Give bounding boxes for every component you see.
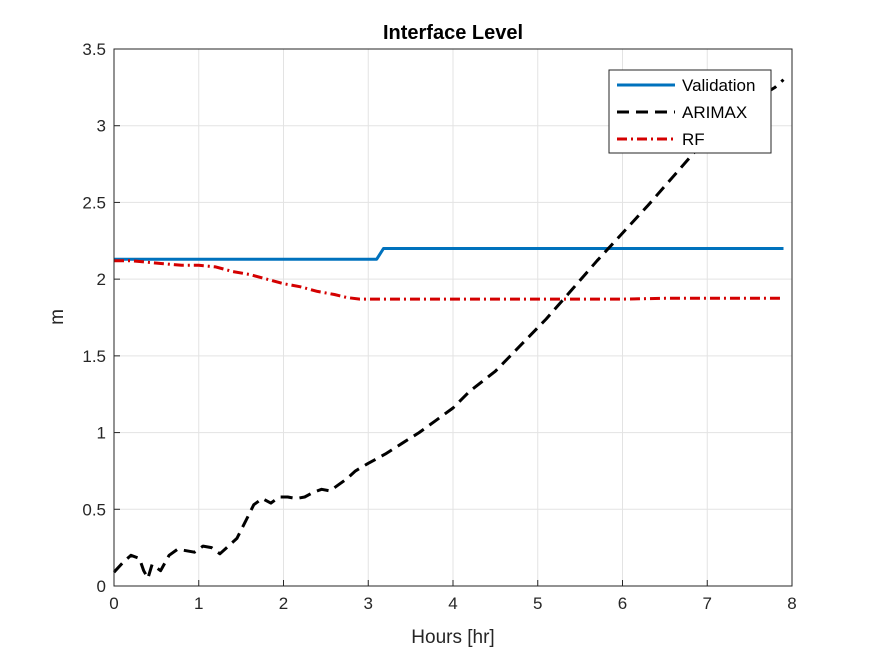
x-tick-label: 5 xyxy=(533,594,542,613)
x-tick-label: 2 xyxy=(279,594,288,613)
y-tick-label: 1 xyxy=(97,424,106,443)
chart-title: Interface Level xyxy=(383,22,523,44)
series-line-rf xyxy=(114,259,784,301)
y-axis-label: m xyxy=(47,309,68,325)
y-tick-label: 2 xyxy=(97,270,106,289)
x-tick-label: 3 xyxy=(364,594,373,613)
legend-entry-label: RF xyxy=(682,130,705,149)
x-tick-label: 1 xyxy=(194,594,203,613)
y-tick-label: 0 xyxy=(97,577,106,596)
legend-entry-label: Validation xyxy=(682,76,755,95)
legend: Validation ARIMAX RF xyxy=(608,69,772,154)
series-line-validation xyxy=(114,247,784,261)
y-tick-label: 1.5 xyxy=(82,347,106,366)
x-tick-label: 4 xyxy=(448,594,457,613)
x-tick-label: 6 xyxy=(618,594,627,613)
series-line-arimax xyxy=(112,78,785,580)
x-tick-label: 0 xyxy=(109,594,118,613)
x-tick-label: 8 xyxy=(787,594,796,613)
legend-entry-label: ARIMAX xyxy=(682,103,747,122)
series-layer xyxy=(112,78,785,580)
x-axis-label: Hours [hr] xyxy=(411,627,494,648)
y-tick-label: 3 xyxy=(97,117,106,136)
y-tick-label: 2.5 xyxy=(82,193,106,212)
x-tick-label: 7 xyxy=(703,594,712,613)
y-tick-label: 3.5 xyxy=(82,40,106,59)
y-tick-label: 0.5 xyxy=(82,500,106,519)
ticks: 0 1 2 3 4 5 6 7 8 0 0.5 1 1.5 2 2.5 3 3.5 xyxy=(82,40,796,613)
